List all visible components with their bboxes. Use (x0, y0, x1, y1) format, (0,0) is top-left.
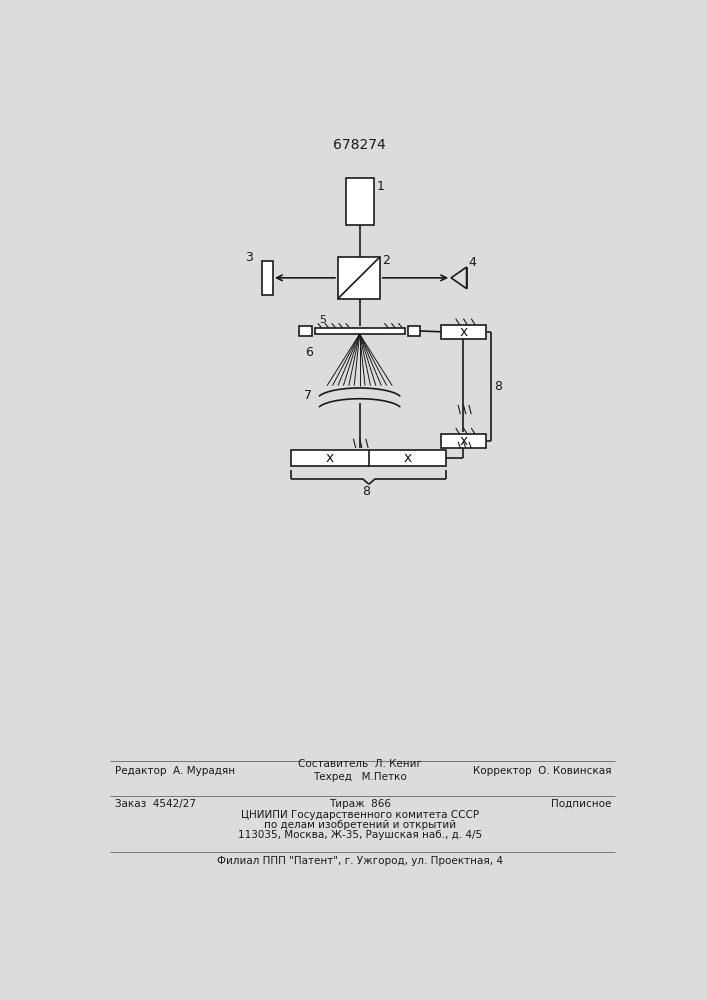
Text: x: x (404, 451, 411, 465)
Text: 678274: 678274 (333, 138, 386, 152)
Bar (262, 261, 273, 295)
Text: Составитель  Л. Кениг: Составитель Л. Кениг (298, 759, 421, 769)
Text: Корректор  О. Ковинская: Корректор О. Ковинская (473, 766, 612, 776)
Bar (346, 178, 373, 225)
Text: x: x (460, 325, 467, 339)
Text: Заказ  4542/27: Заказ 4542/27 (115, 799, 196, 809)
Text: Редактор  А. Мурадян: Редактор А. Мурадян (115, 766, 235, 776)
Bar (291, 450, 446, 466)
Text: 1: 1 (377, 180, 385, 193)
Text: x: x (460, 434, 467, 448)
Text: 4: 4 (468, 256, 476, 269)
Bar (441, 325, 486, 339)
Text: x: x (326, 451, 334, 465)
Text: 113035, Москва, Ж-35, Раушская наб., д. 4/5: 113035, Москва, Ж-35, Раушская наб., д. … (238, 830, 481, 840)
Bar (441, 434, 486, 448)
Text: Филиал ППП "Патент", г. Ужгород, ул. Проектная, 4: Филиал ППП "Патент", г. Ужгород, ул. Про… (216, 856, 503, 866)
Text: 2: 2 (382, 254, 390, 267)
Text: 6: 6 (305, 346, 313, 359)
Text: по делам изобретений и открытий: по делам изобретений и открытий (264, 820, 456, 830)
Text: 8: 8 (363, 485, 370, 498)
Bar (315, 328, 404, 334)
Text: 3: 3 (245, 251, 253, 264)
Text: Техред   М.Петко: Техред М.Петко (312, 772, 407, 782)
Text: 8: 8 (493, 380, 502, 393)
Text: 7: 7 (304, 389, 312, 402)
Text: Подписное: Подписное (551, 799, 612, 809)
Text: ЦНИИПИ Государственного комитета СССР: ЦНИИПИ Государственного комитета СССР (240, 810, 479, 820)
Text: Тираж  866: Тираж 866 (329, 799, 391, 809)
Bar (299, 326, 312, 336)
Text: 5: 5 (320, 315, 327, 325)
Bar (408, 326, 420, 336)
Bar (338, 257, 380, 299)
